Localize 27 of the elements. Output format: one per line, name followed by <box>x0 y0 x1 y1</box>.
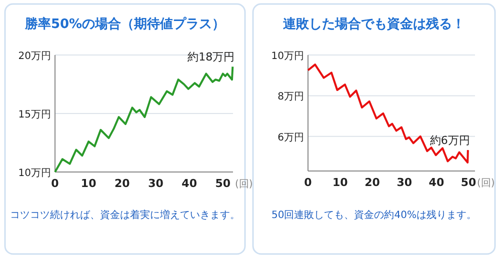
annotation: 約18万円 <box>188 50 235 64</box>
x-tick-label: 40 <box>428 176 444 189</box>
x-tick-label: 10 <box>332 176 348 189</box>
y-tick-label: 20万円 <box>18 51 51 62</box>
x-tick-label: 10 <box>80 177 97 190</box>
text: 50回連敗しても、資金の約40%は残ります。 <box>272 209 476 221</box>
line-series <box>307 64 469 164</box>
chart-title: 連敗した場合でも資金は残る！ <box>282 16 465 32</box>
y-tick-label: 6万円 <box>278 132 304 144</box>
x-tick-label: 0 <box>304 176 312 189</box>
x-tick-label: 0 <box>51 177 60 190</box>
x-tick-label: 30 <box>396 176 412 189</box>
x-tick-label: 30 <box>148 177 164 190</box>
y-tick-label: 10万円 <box>18 168 51 179</box>
x-tick-label: 20 <box>364 176 380 189</box>
x-tick-label: 40 <box>182 177 198 190</box>
y-tick-label: 10万円 <box>271 51 304 62</box>
text: コツコツ続ければ、資金は着実に増えていきます。 <box>10 209 240 221</box>
x-axis-title: (回) <box>477 178 495 189</box>
annotation: 約6万円 <box>430 134 470 148</box>
y-tick-label: 8万円 <box>278 92 304 103</box>
chart-title: 勝率50%の場合（期待値プラス） <box>24 16 226 32</box>
x-tick-label: 50 <box>215 177 231 190</box>
x-axis-title: (回) <box>235 179 253 190</box>
x-tick-label: 20 <box>114 177 130 190</box>
x-tick-label: 50 <box>460 176 477 189</box>
y-tick-label: 15万円 <box>18 110 51 120</box>
